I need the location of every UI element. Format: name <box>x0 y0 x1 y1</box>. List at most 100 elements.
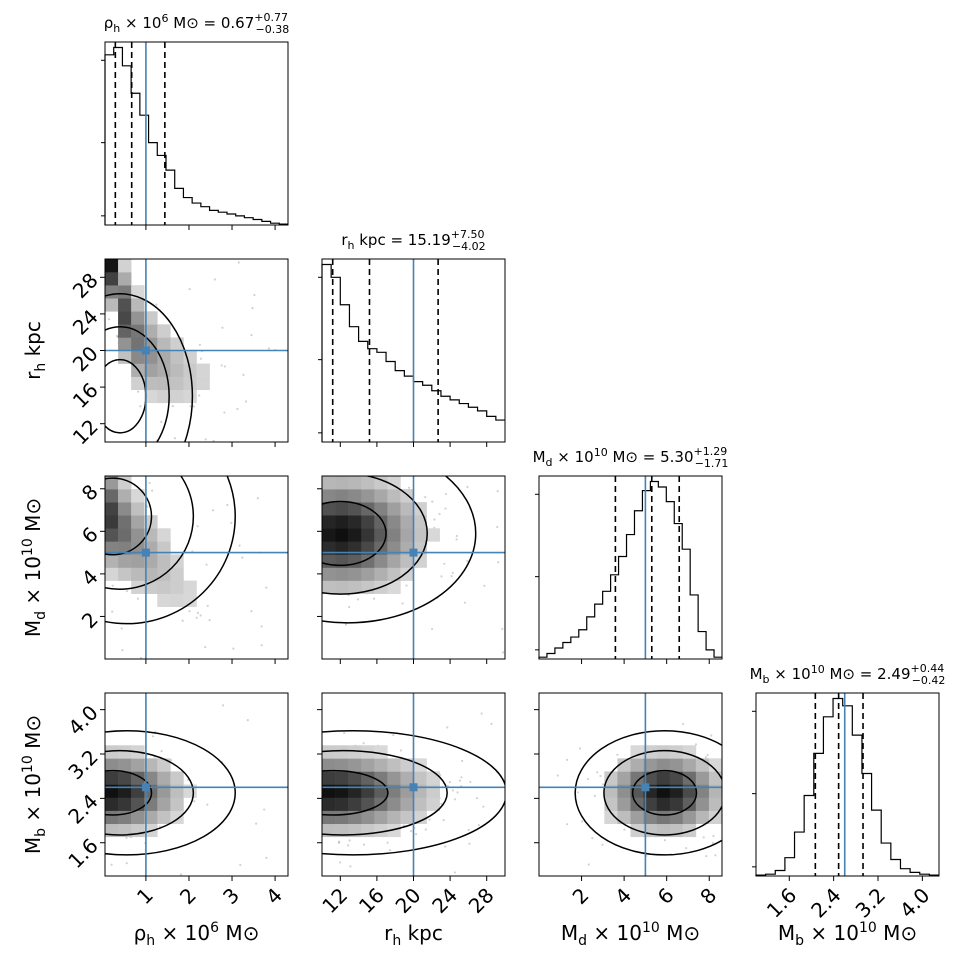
density-cell <box>131 528 145 542</box>
x-tick-label-rho_h: 4 <box>261 883 287 909</box>
sample-point <box>204 438 207 441</box>
sample-point <box>241 556 244 559</box>
sample-point <box>181 619 184 622</box>
axis-label-exp: 10 <box>20 755 36 773</box>
ticks-r0-c0 <box>145 225 276 230</box>
x-tick-label-M_d: 8 <box>695 883 721 909</box>
sample-point <box>496 525 499 529</box>
x-tick-label-r_h: 12 <box>317 883 352 918</box>
density-cell <box>144 363 158 377</box>
axis-label-unit: M⊙ <box>660 921 700 945</box>
sample-point <box>199 357 203 360</box>
sample-point <box>160 420 163 424</box>
density-cell <box>105 810 119 825</box>
sample-point <box>586 777 590 781</box>
axis-label-main: M <box>778 921 795 945</box>
density-cell <box>196 376 210 391</box>
histogram-steps <box>755 697 939 876</box>
histogram-rho_h <box>101 41 289 226</box>
density-cell <box>118 285 132 299</box>
sample-point <box>444 492 448 496</box>
histogram-steps <box>538 480 722 659</box>
axis-label-main: ρ <box>134 921 147 945</box>
density-cell <box>170 363 184 377</box>
density-cell <box>656 771 671 785</box>
sample-point <box>121 649 124 652</box>
density-cell <box>322 810 336 825</box>
ticks-r3-c3 <box>788 876 923 881</box>
title-minus: −1.71 <box>695 457 729 470</box>
ticks-r2-c2 <box>581 659 710 664</box>
sample-point <box>339 861 342 864</box>
sample-point <box>255 822 258 825</box>
sample-point <box>238 544 241 547</box>
density-cell <box>157 758 171 772</box>
sample-point <box>463 601 467 604</box>
axis-label-sub: b <box>33 828 49 837</box>
density-cell <box>144 528 158 542</box>
density-cell <box>374 758 388 772</box>
sample-point <box>458 779 461 782</box>
axis-label-sub: d <box>578 933 587 949</box>
axis-label-rest: × 10 <box>21 556 45 611</box>
density-cell <box>361 810 375 825</box>
sample-point <box>388 849 392 852</box>
title-plus: +7.50 <box>451 228 485 241</box>
axis-label-main: r <box>384 921 393 945</box>
density-cell <box>617 771 631 785</box>
sample-point <box>226 503 229 507</box>
density-cell <box>322 758 336 772</box>
sample-point <box>444 845 447 848</box>
density-cell <box>131 350 145 364</box>
density-cell <box>656 745 671 759</box>
density-cell <box>105 272 119 286</box>
density-cell <box>335 580 349 594</box>
y-tick-label-M_d: 2 <box>77 607 103 633</box>
density-cell <box>322 502 336 516</box>
sample-point <box>198 394 201 397</box>
sample-point <box>208 619 211 622</box>
sample-point <box>349 865 352 868</box>
sample-point <box>199 614 202 617</box>
density-cell <box>131 554 145 568</box>
sample-point <box>401 602 404 605</box>
sample-point <box>347 844 350 847</box>
x-tick-label-rho_h: 2 <box>175 883 201 909</box>
density-cell <box>669 758 684 772</box>
sample-point <box>663 839 666 842</box>
title-plus: +0.44 <box>911 662 945 675</box>
density-cell <box>387 771 401 785</box>
axis-label-sub: h <box>392 933 401 949</box>
density-cell <box>400 810 414 825</box>
title-unit: M⊙ = <box>825 665 877 683</box>
x-tick-label-M_d: 2 <box>568 883 594 909</box>
title-plus: +1.29 <box>694 445 728 458</box>
y-tick-label-M_b: 1.6 <box>63 834 102 873</box>
density-cell <box>335 476 349 490</box>
truth-marker <box>141 346 150 355</box>
title-M_b: Mb × 1010 M⊙ = 2.49+0.44 −0.42 <box>750 662 946 687</box>
sample-point <box>428 818 431 821</box>
x-tick-label-r_h: 16 <box>354 883 389 918</box>
title-sub: b <box>763 673 770 686</box>
density-cell <box>118 298 132 312</box>
sample-point <box>223 411 226 414</box>
density-cell <box>643 758 657 772</box>
density-cell <box>157 350 171 364</box>
density-cell <box>630 745 644 759</box>
sample-point <box>451 789 454 792</box>
sample-point <box>601 843 604 846</box>
sample-point <box>602 783 605 786</box>
density-cell <box>118 515 132 529</box>
density-cell <box>335 489 349 503</box>
density-cell <box>131 298 145 312</box>
sample-point <box>576 791 580 794</box>
density-cell <box>682 758 697 772</box>
sample-point <box>155 303 158 306</box>
density-cell <box>335 515 349 529</box>
density-cell <box>426 771 440 785</box>
density-cell <box>170 797 184 811</box>
panel-M_b-vs-rho_h <box>104 692 289 877</box>
density-cell <box>170 337 184 351</box>
axis-label-rest: × 10 <box>804 921 859 945</box>
